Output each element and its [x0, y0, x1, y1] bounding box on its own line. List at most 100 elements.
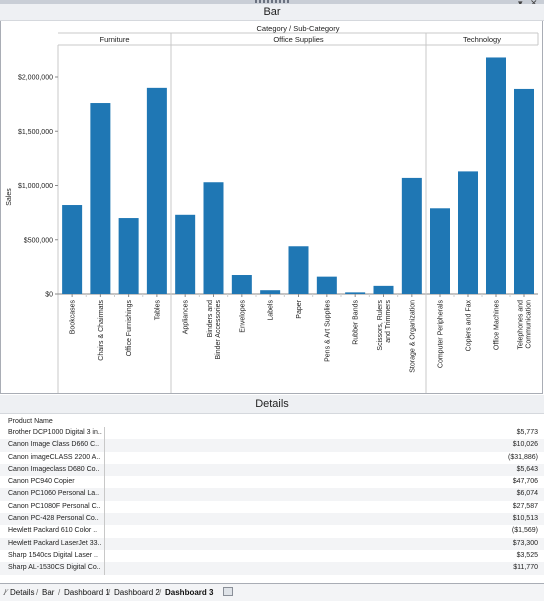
x-tick-label: Office Machines — [494, 300, 501, 351]
column-separator — [104, 463, 105, 477]
tab-dashboard-1[interactable]: Dashboard 1 — [64, 588, 110, 597]
column-separator — [104, 439, 105, 452]
sales-value-cell: $11,770 — [513, 564, 538, 572]
table-row[interactable]: Hewlett Packard 610 Color .. ($1,569) — [0, 525, 544, 538]
table-row[interactable]: Hewlett Packard LaserJet 33.. $73,300 — [0, 537, 544, 550]
sales-value-cell: ($1,569) — [511, 527, 538, 535]
y-tick-label: $0 — [45, 292, 53, 299]
table-row[interactable]: Canon imageCLASS 2200 A.. ($31,886) — [0, 451, 544, 464]
tab-divider: / — [58, 588, 61, 597]
product-name-cell: Sharp AL-1530CS Digital Co.. — [8, 564, 101, 572]
y-tick-label: $500,000 — [24, 237, 53, 244]
table-row[interactable]: Sharp 1540cs Digital Laser .. $3,525 — [0, 549, 544, 563]
x-tick-label: Binder Accessories — [215, 300, 222, 360]
x-tick-label: Communication — [526, 300, 533, 349]
x-tick-label: and Trimmers — [385, 300, 392, 343]
tab-divider: / — [108, 588, 111, 597]
bar — [514, 88, 534, 294]
sales-value-cell: $5,773 — [516, 429, 538, 436]
product-name-cell: Canon PC-428 Personal Co.. — [8, 515, 99, 523]
group-header: Office Supplies — [273, 35, 324, 44]
bar — [231, 275, 252, 294]
tab-dashboard-3[interactable]: Dashboard 3 — [165, 588, 214, 597]
x-tick-label: Scissors, Rulers — [377, 300, 384, 351]
sales-value-cell: ($31,886) — [508, 453, 538, 461]
sales-value-cell: $27,587 — [512, 502, 538, 510]
product-name-cell: Canon PC940 Copier — [8, 478, 75, 486]
sales-value-cell: $6,074 — [516, 490, 538, 498]
drag-grip[interactable] — [255, 0, 289, 3]
x-tick-label: Envelopes — [239, 300, 246, 333]
column-header-product-name[interactable]: Product Name — [8, 418, 53, 425]
table-row[interactable]: Canon Image Class D660 C.. $10,026 — [0, 439, 544, 452]
x-tick-label: Tables — [154, 300, 161, 321]
table-row[interactable]: Canon PC1080F Personal C.. $27,587 — [0, 500, 544, 514]
bar — [316, 276, 337, 294]
tab-nav-left[interactable]: ⟋ — [3, 588, 9, 597]
tab-bar[interactable]: Bar — [42, 588, 55, 597]
group-header: Furniture — [99, 35, 129, 44]
x-tick-label: Labels — [268, 300, 275, 321]
sales-value-cell: $47,706 — [512, 478, 538, 486]
bar — [345, 292, 366, 294]
product-name-cell: Hewlett Packard 610 Color .. — [8, 527, 98, 535]
bar — [175, 214, 196, 294]
table-row[interactable]: Canon PC940 Copier $47,706 — [0, 476, 544, 489]
details-sheet-title: Details — [0, 395, 544, 414]
bar — [430, 208, 450, 294]
bar — [288, 246, 309, 294]
bar — [401, 177, 422, 294]
bar — [118, 218, 139, 294]
bar — [90, 103, 111, 294]
product-name-cell: Hewlett Packard LaserJet 33.. — [8, 539, 102, 547]
sales-value-cell: $5,643 — [516, 465, 538, 473]
tab-dashboard-2[interactable]: Dashboard 2 — [114, 588, 160, 597]
x-tick-label: Copiers and Fax — [466, 300, 473, 352]
y-tick-label: $2,000,000 — [18, 75, 53, 82]
x-tick-label: Paper — [296, 299, 303, 318]
group-header: Technology — [463, 35, 501, 44]
product-name-cell: Brother DCP1000 Digital 3 in.. — [8, 429, 102, 436]
column-separator — [104, 513, 105, 526]
product-name-cell: Canon imageCLASS 2200 A.. — [8, 453, 101, 461]
x-tick-label: Rubber Bands — [353, 300, 360, 345]
table-row[interactable]: Sharp AL-1530CS Digital Co.. $11,770 — [0, 562, 544, 575]
x-tick-label: Chairs & Chairmats — [98, 300, 105, 361]
sales-value-cell: $10,026 — [512, 441, 538, 449]
bar-sheet-title: Bar — [0, 4, 544, 21]
sales-value-cell: $10,513 — [512, 515, 538, 523]
y-tick-label: $1,500,000 — [18, 129, 53, 136]
table-row[interactable]: Canon PC1060 Personal La.. $6,074 — [0, 488, 544, 501]
column-separator — [104, 562, 105, 575]
y-axis-label: Sales — [6, 188, 13, 206]
column-separator — [104, 500, 105, 514]
table-row[interactable]: Canon PC-428 Personal Co.. $10,513 — [0, 513, 544, 526]
product-name-cell: Canon Imageclass D680 Co.. — [8, 465, 100, 473]
x-tick-label: Telephones and — [518, 300, 525, 350]
column-separator — [104, 451, 105, 464]
sales-value-cell: $3,525 — [516, 551, 538, 559]
column-separator — [104, 549, 105, 563]
x-tick-label: Bookcases — [70, 300, 77, 335]
x-tick-label: Office Furnishings — [126, 300, 133, 357]
tab-divider: / — [4, 588, 7, 597]
tab-divider: / — [159, 588, 162, 597]
column-separator — [104, 488, 105, 501]
product-name-cell: Sharp 1540cs Digital Laser .. — [8, 551, 98, 559]
bar-chart: Category / Sub-Category Sales $0 $500,000 $1… — [6, 24, 539, 393]
chart-title: Category / Sub-Category — [257, 24, 340, 33]
bar — [458, 171, 478, 294]
x-tick-label: Appliances — [183, 300, 190, 335]
product-name-cell: Canon Image Class D660 C.. — [8, 441, 100, 449]
table-row[interactable]: Canon Imageclass D680 Co.. $5,643 — [0, 463, 544, 477]
x-tick-label: Storage & Organization — [409, 300, 416, 373]
x-tick-label: Binders and — [207, 300, 214, 337]
bar — [373, 285, 394, 294]
table-row[interactable]: Brother DCP1000 Digital 3 in.. $5,773 — [0, 427, 544, 440]
new-sheet-icon[interactable] — [223, 587, 233, 596]
bar — [486, 57, 506, 294]
bar — [203, 182, 224, 294]
product-name-cell: Canon PC1060 Personal La.. — [8, 490, 100, 498]
tab-details[interactable]: Details — [10, 588, 35, 597]
x-tick-label: Computer Peripherals — [438, 300, 445, 369]
